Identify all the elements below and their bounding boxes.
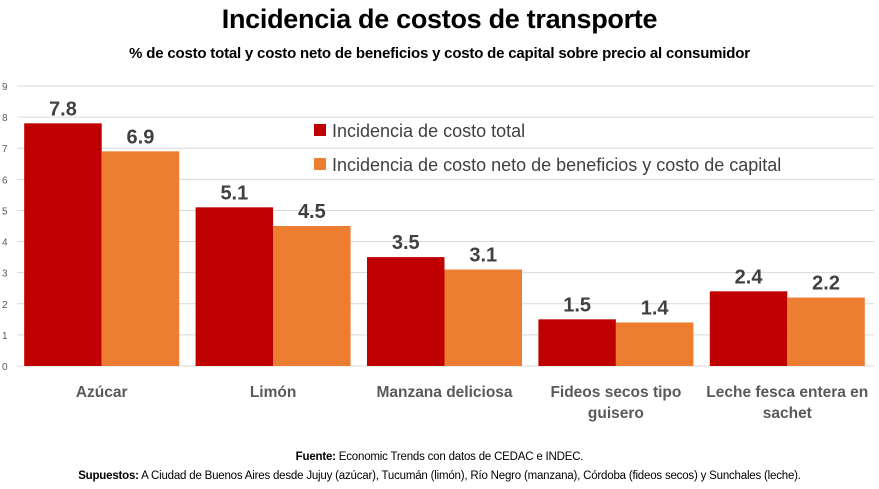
assumptions-note: Supuestos: A Ciudad de Buenos Aires desd… [0, 470, 879, 482]
data-label: 1.4 [641, 297, 670, 319]
y-tick-label: 0 [2, 362, 8, 373]
bars [24, 123, 865, 366]
legend-swatch-total [314, 124, 326, 136]
x-axis: Azúcar Limón Manzana deliciosa Fideos secos… [76, 384, 868, 422]
legend: Incidencia de costo total Incidencia de c… [314, 121, 781, 175]
bar-total [538, 319, 616, 366]
y-tick-label: 5 [2, 206, 8, 217]
source-note: Fuente: Economic Trends con datos de CED… [0, 451, 879, 463]
data-label: 2.4 [735, 266, 764, 288]
y-tick-label: 8 [2, 113, 8, 124]
legend-swatch-net [314, 158, 326, 170]
data-label: 3.5 [392, 232, 420, 254]
x-tick-label: Fideos secos tipo [550, 384, 681, 401]
bar-net [101, 151, 180, 366]
x-tick-label: Limón [250, 384, 297, 401]
data-labels: 7.8 6.9 5.1 4.5 3.5 3.1 1.5 1.4 2.4 2.2 [49, 98, 840, 319]
y-tick-label: 4 [2, 238, 8, 249]
x-tick-label: Leche fesca entera en [706, 384, 868, 401]
x-tick-label: Manzana deliciosa [376, 384, 512, 401]
y-tick-label: 6 [2, 175, 8, 186]
data-label: 3.1 [469, 245, 497, 267]
data-label: 4.5 [298, 201, 326, 223]
y-tick-label: 1 [2, 331, 8, 342]
bar-net [444, 269, 522, 366]
legend-label: Incidencia de costo total [332, 121, 525, 141]
y-tick-label: 9 [2, 82, 8, 93]
assumptions-text: A Ciudad de Buenos Aires desde Jujuy (az… [138, 470, 801, 482]
bar-total [367, 257, 445, 366]
y-tick-label: 3 [2, 269, 8, 280]
bar-net [273, 226, 351, 366]
chart-subtitle: % de costo total y costo neto de benefic… [129, 45, 750, 62]
bar-total [195, 207, 274, 366]
bar-total [709, 291, 788, 366]
chart-title: Incidencia de costos de transporte [221, 4, 658, 34]
x-tick-label: sachet [763, 405, 812, 422]
bar-net [787, 297, 865, 366]
x-tick-label: guisero [588, 405, 644, 422]
data-label: 1.5 [563, 294, 591, 316]
bar-net [615, 322, 694, 366]
bar-total [24, 123, 102, 366]
source-text: Economic Trends con datos de CEDAC e IND… [335, 451, 584, 463]
data-label: 7.8 [49, 98, 77, 120]
data-label: 2.2 [812, 273, 840, 295]
y-axis: 0 1 2 3 4 5 6 7 8 9 [2, 82, 8, 373]
data-label: 6.9 [127, 126, 155, 148]
legend-label: Incidencia de costo neto de beneficios y… [332, 155, 781, 175]
y-tick-label: 7 [2, 144, 8, 155]
source-label: Fuente: [295, 451, 336, 463]
x-tick-label: Azúcar [76, 384, 128, 401]
data-label: 5.1 [220, 182, 248, 204]
y-tick-label: 2 [2, 300, 8, 311]
assumptions-label: Supuestos: [78, 470, 139, 482]
